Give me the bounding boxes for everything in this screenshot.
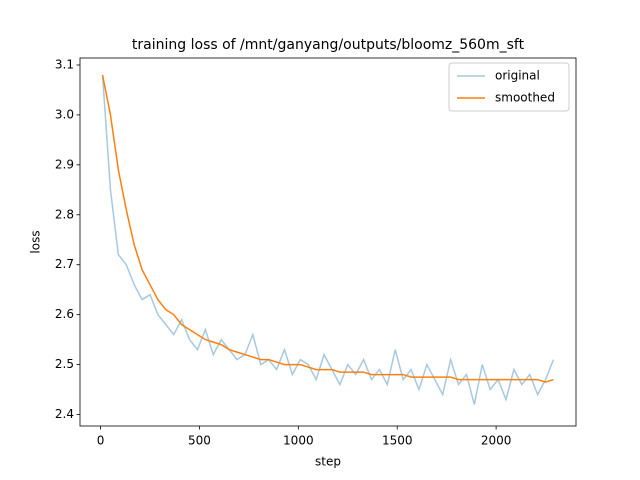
legend-box <box>448 62 570 112</box>
legend-label: original <box>495 69 540 83</box>
x-tick-label: 1500 <box>382 434 413 448</box>
legend-label: smoothed <box>495 91 555 105</box>
chart-title: training loss of /mnt/ganyang/outputs/bl… <box>132 37 525 53</box>
y-tick-label: 2.6 <box>55 307 74 321</box>
x-tick-label: 500 <box>188 434 211 448</box>
y-tick-label: 3.1 <box>55 57 74 71</box>
axes-frame <box>79 57 577 427</box>
line <box>101 74 554 383</box>
x-axis-label: step <box>315 455 341 469</box>
y-tick-label: 2.8 <box>55 207 74 221</box>
y-tick-label: 2.9 <box>55 157 74 171</box>
x-tick-label: 2000 <box>481 434 512 448</box>
y-axis-label: loss <box>29 230 43 253</box>
y-tick-label: 3.0 <box>55 107 74 121</box>
x-tick-label: 1000 <box>283 434 314 448</box>
y-tick-label: 2.7 <box>55 257 74 271</box>
y-tick-label: 2.5 <box>55 357 74 371</box>
x-tick-label: 0 <box>97 434 105 448</box>
line <box>101 74 555 405</box>
y-tick-label: 2.4 <box>55 407 74 421</box>
